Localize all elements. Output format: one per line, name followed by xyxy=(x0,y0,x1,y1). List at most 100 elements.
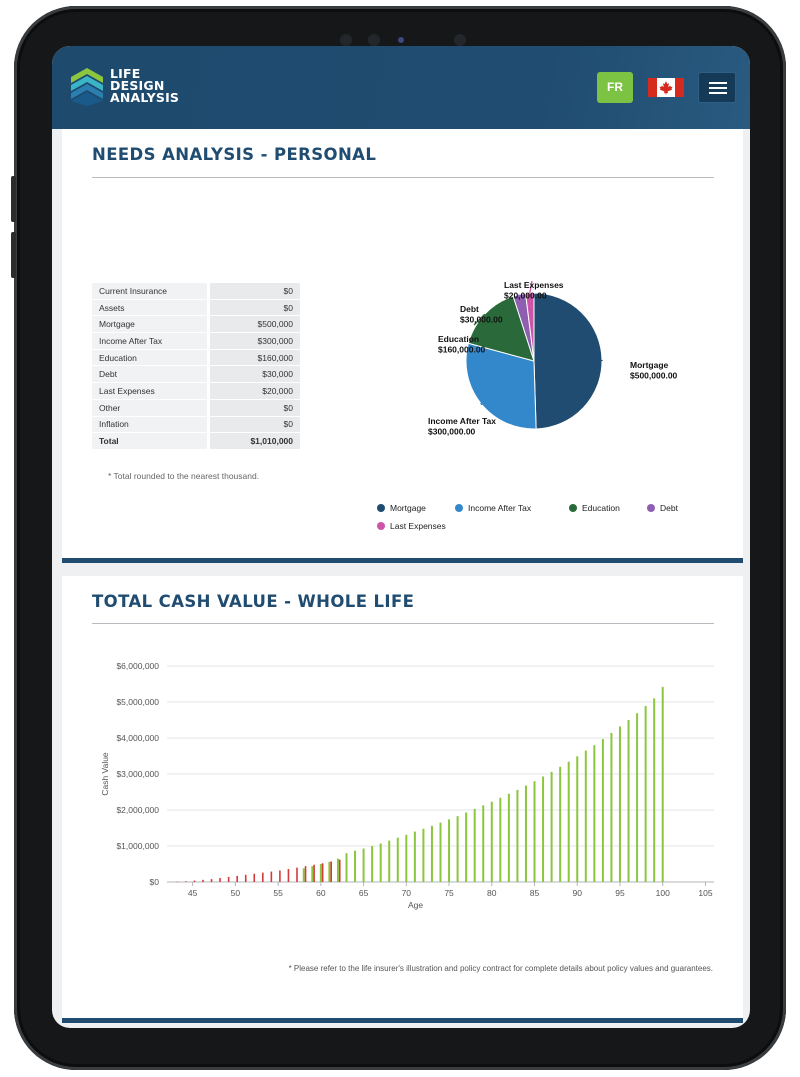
row-label: Other xyxy=(92,399,210,417)
legend-label: Last Expenses xyxy=(390,521,446,531)
sensor-dot xyxy=(368,34,380,46)
pie-slice xyxy=(465,342,537,430)
row-value: $0 xyxy=(210,283,300,300)
legend-item[interactable]: Debt xyxy=(647,503,678,513)
legend-label: Mortgage xyxy=(390,503,426,513)
cash-value-bar xyxy=(576,756,579,882)
cash-value-bar xyxy=(593,745,596,882)
cash-value-bar xyxy=(610,732,613,882)
table-row: Mortgage $500,000 xyxy=(92,316,300,334)
pie-slice-label: $160,000.00 xyxy=(438,345,486,355)
app-screen: LIFE DESIGN ANALYSIS FR NEEDS ANALYSIS -… xyxy=(52,46,750,1028)
row-label: Current Insurance xyxy=(92,283,210,300)
legend-item[interactable]: Mortgage xyxy=(377,503,426,513)
cash-value-bar xyxy=(354,850,357,882)
cash-value-bar xyxy=(448,819,451,882)
legend-marker-icon xyxy=(377,504,385,512)
y-tick-label: $5,000,000 xyxy=(116,697,159,707)
cash-value-bar xyxy=(618,726,621,882)
cash-value-bar xyxy=(465,812,468,882)
cash-value-bar xyxy=(499,797,502,882)
canada-flag-icon[interactable] xyxy=(648,78,684,97)
cash-value-bar xyxy=(644,705,647,882)
pie-slice xyxy=(533,292,603,430)
cash-value-bar xyxy=(567,761,570,882)
x-tick-label: 85 xyxy=(530,888,540,898)
x-axis-label: Age xyxy=(408,900,423,910)
row-value: $0 xyxy=(210,399,300,417)
needs-analysis-title: NEEDS ANALYSIS - PERSONAL xyxy=(92,145,377,164)
cash-value-bar xyxy=(185,881,187,882)
cash-value-bar xyxy=(311,866,314,882)
cash-value-bar xyxy=(330,861,332,882)
y-tick-label: $2,000,000 xyxy=(116,805,159,815)
pie-leader-line xyxy=(473,313,486,326)
x-tick-label: 70 xyxy=(402,888,412,898)
pie-leader-line xyxy=(480,402,483,406)
cash-value-bar xyxy=(210,879,213,882)
cash-value-bar xyxy=(601,739,604,882)
life-design-logo-icon xyxy=(71,68,103,106)
x-tick-label: 100 xyxy=(656,888,670,898)
cash-value-bar xyxy=(193,880,196,882)
cash-value-bar-chart: $0 $1,000,000 $2,000,000 $3,000,000 $4,000,0… xyxy=(100,661,714,910)
needs-pie-chart: Mortgage$500,000.00 Income After Tax$300,… xyxy=(428,280,678,437)
legend-item[interactable]: Last Expenses xyxy=(377,521,446,531)
cash-value-bar xyxy=(304,866,307,882)
row-value: $500,000 xyxy=(210,316,300,334)
cash-value-bar xyxy=(542,776,545,882)
camera-lens xyxy=(398,37,404,43)
cash-value-bar xyxy=(296,867,298,882)
needs-analysis-card: NEEDS ANALYSIS - PERSONAL Current Insura… xyxy=(62,129,743,563)
row-value: $1,010,000 xyxy=(210,433,300,450)
cash-value-bar xyxy=(516,789,519,882)
table-row: Inflation $0 xyxy=(92,416,300,434)
cash-value-bar xyxy=(236,875,238,882)
cash-value-bar xyxy=(396,837,399,882)
cash-value-bar xyxy=(253,873,256,882)
cash-value-bar xyxy=(405,834,408,882)
table-row: Assets $0 xyxy=(92,299,300,317)
row-label: Mortgage xyxy=(92,316,210,334)
row-label: Education xyxy=(92,349,210,367)
cash-value-bar xyxy=(636,713,639,882)
cash-value-bar xyxy=(371,846,374,882)
language-toggle-button[interactable]: FR xyxy=(597,72,633,103)
legend-marker-icon xyxy=(569,504,577,512)
y-axis-label: Cash Value xyxy=(100,752,110,796)
cash-value-bar xyxy=(439,822,442,882)
row-label: Debt xyxy=(92,366,210,384)
pie-slice-label: Education xyxy=(438,334,479,344)
hamburger-menu-icon[interactable] xyxy=(698,72,736,103)
x-tick-label: 55 xyxy=(273,888,283,898)
sensor-dot xyxy=(454,34,466,46)
legend-label: Education xyxy=(582,503,620,513)
legend-marker-icon xyxy=(455,504,463,512)
divider xyxy=(92,623,714,624)
legend-label: Income After Tax xyxy=(468,503,532,513)
brand-line: LIFE xyxy=(110,66,141,81)
y-tick-label: $0 xyxy=(150,877,160,887)
pie-leader-line xyxy=(517,294,520,298)
cash-value-bar xyxy=(524,785,527,882)
pie-slice-label: Mortgage xyxy=(630,360,669,370)
cash-value-bar xyxy=(507,793,510,882)
cash-value-bar xyxy=(287,869,290,882)
legend-item[interactable]: Income After Tax xyxy=(455,503,531,513)
x-tick-label: 75 xyxy=(444,888,454,898)
pie-leader-line xyxy=(529,280,533,294)
cash-value-title: TOTAL CASH VALUE - WHOLE LIFE xyxy=(92,592,415,611)
table-row: Last Expenses $20,000 xyxy=(92,383,300,400)
legend-item[interactable]: Education xyxy=(569,503,620,513)
cash-value-bar xyxy=(456,816,459,882)
cash-value-bar xyxy=(584,750,587,882)
legend-marker-icon xyxy=(377,522,385,530)
cash-value-bar xyxy=(176,881,179,883)
table-row: Income After Tax $300,000 xyxy=(92,333,300,350)
cash-value-bar xyxy=(262,872,264,882)
needs-table: Current Insurance $0 Assets $0 Mortgage $500,… xyxy=(92,283,300,450)
cash-value-bar xyxy=(219,878,221,882)
x-tick-label: 60 xyxy=(316,888,326,898)
cash-value-bar xyxy=(336,858,339,882)
row-value: $0 xyxy=(210,299,300,317)
